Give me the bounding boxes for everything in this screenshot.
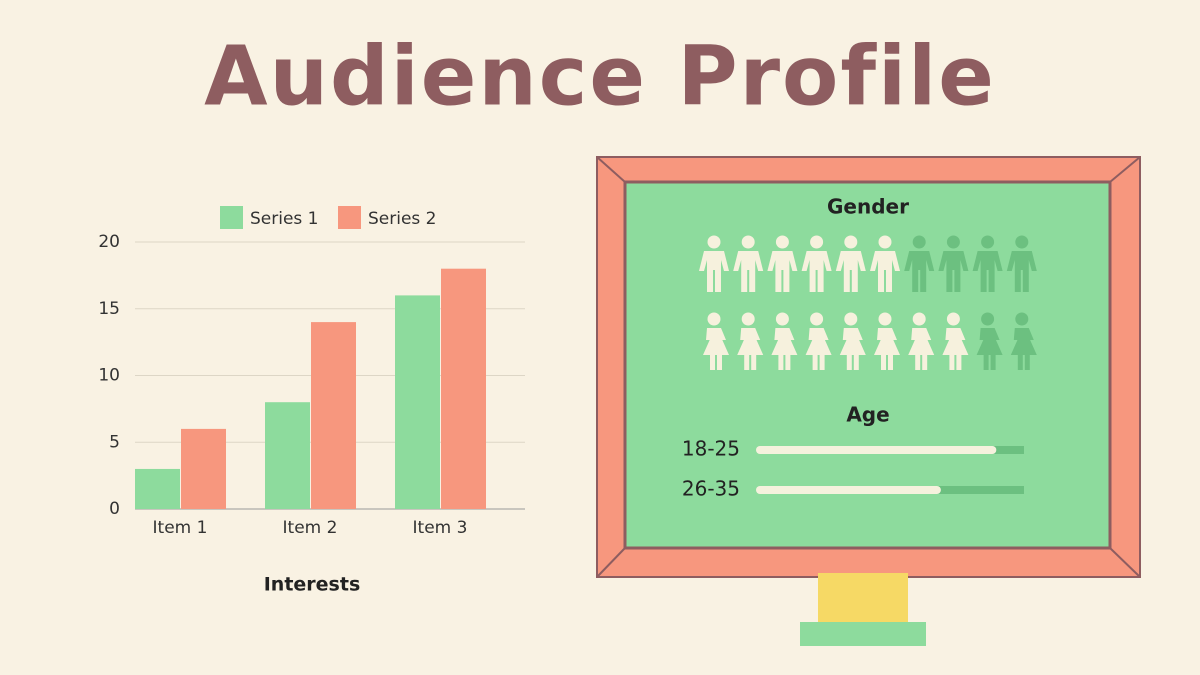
man-icon: [699, 235, 729, 292]
y-tick-label: 20: [98, 232, 120, 252]
woman-icon: [703, 312, 729, 370]
x-tick-label: Item 2: [283, 518, 338, 538]
icon-body: [737, 328, 764, 370]
icon-body: [874, 328, 900, 370]
age-label: 18-25: [682, 437, 740, 461]
x-axis-label: Interests: [264, 574, 361, 596]
bar: [135, 468, 180, 509]
icon-body: [835, 251, 866, 292]
icon-body: [1010, 328, 1037, 370]
icon-head: [741, 312, 755, 326]
man-icon: [801, 235, 832, 292]
frame-corner: [1109, 156, 1141, 183]
woman-icon: [1010, 312, 1037, 370]
man-icon: [938, 235, 969, 292]
icon-body: [870, 251, 900, 292]
icon-body: [972, 251, 1003, 292]
icon-body: [938, 251, 969, 292]
bar: [265, 402, 310, 509]
icon-head: [707, 235, 721, 249]
icon-head: [946, 312, 960, 326]
icon-head: [707, 312, 721, 326]
icon-body: [699, 251, 729, 292]
man-icon: [1006, 235, 1037, 292]
woman-icon: [942, 312, 969, 370]
icon-head: [981, 235, 995, 249]
frame-corner: [596, 547, 626, 578]
woman-icon: [976, 312, 1003, 370]
woman-icon: [839, 312, 866, 370]
man-icon: [972, 235, 1003, 292]
x-tick-label: Item 1: [153, 518, 208, 538]
bar: [441, 268, 486, 509]
monitor: [596, 156, 1141, 646]
woman-icon: [737, 312, 764, 370]
man-icon: [904, 235, 935, 292]
icon-body: [1006, 251, 1037, 292]
icon-head: [844, 235, 858, 249]
icon-head: [981, 312, 995, 326]
gender-title: Gender: [827, 195, 909, 219]
bar: [395, 295, 440, 509]
monitor-base: [800, 622, 926, 646]
legend-swatch: [220, 206, 243, 229]
monitor-neck: [818, 573, 908, 623]
y-tick-label: 15: [98, 299, 120, 319]
y-tick-label: 5: [109, 432, 120, 452]
icon-body: [801, 251, 832, 292]
woman-icon: [771, 312, 798, 370]
y-tick-label: 10: [98, 366, 120, 386]
icon-head: [775, 235, 789, 249]
legend-label: Series 2: [368, 209, 437, 229]
legend-swatch: [338, 206, 361, 229]
icon-head: [775, 312, 789, 326]
icon-head: [912, 312, 926, 326]
icon-body: [839, 328, 866, 370]
legend-label: Series 1: [250, 209, 319, 229]
icon-head: [1015, 235, 1029, 249]
page-title: Audience Profile: [204, 29, 996, 124]
icon-body: [904, 251, 935, 292]
icon-body: [976, 328, 1003, 370]
icon-head: [810, 235, 824, 249]
y-tick-label: 0: [109, 499, 120, 519]
icon-body: [767, 251, 798, 292]
icon-head: [844, 312, 858, 326]
icon-body: [733, 251, 764, 292]
icon-head: [810, 312, 824, 326]
icon-body: [805, 328, 832, 370]
woman-icon: [805, 312, 832, 370]
frame-corner: [1109, 547, 1141, 578]
icon-head: [741, 235, 755, 249]
age-label: 26-35: [682, 477, 740, 501]
icon-head: [912, 235, 926, 249]
age-title: Age: [846, 403, 889, 427]
icon-body: [771, 328, 798, 370]
man-icon: [767, 235, 798, 292]
x-tick-label: Item 3: [413, 518, 468, 538]
icon-head: [878, 312, 892, 326]
man-icon: [835, 235, 866, 292]
man-icon: [870, 235, 900, 292]
woman-icon: [908, 312, 935, 370]
icon-head: [1015, 312, 1029, 326]
bar: [311, 322, 356, 509]
icon-head: [878, 235, 892, 249]
icon-head: [946, 235, 960, 249]
bar: [181, 428, 226, 509]
frame-corner: [596, 156, 626, 183]
icon-body: [908, 328, 935, 370]
icon-body: [942, 328, 969, 370]
man-icon: [733, 235, 764, 292]
woman-icon: [874, 312, 900, 370]
icon-body: [703, 328, 729, 370]
